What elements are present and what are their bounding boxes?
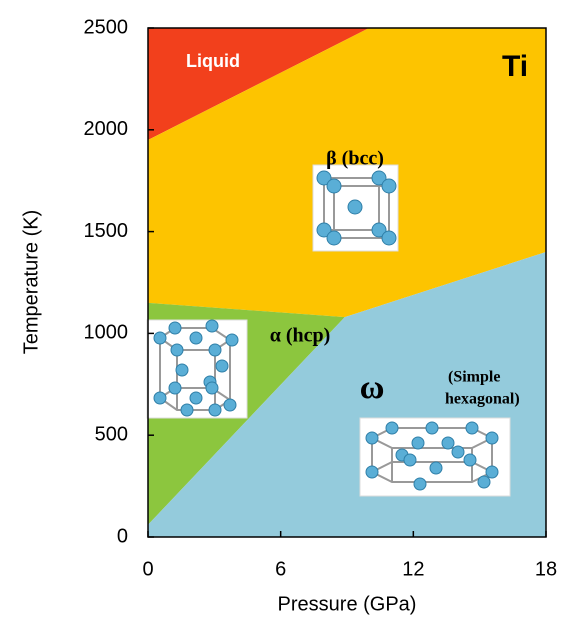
chart: Ti Pressure (GPa) Temperature (K) (Simpl… [0,0,575,621]
y-tick-label: 1500 [84,220,129,242]
phase-label: ω [360,369,385,406]
phase-label: Liquid [186,51,240,71]
chart-title: Ti [502,50,528,83]
y-tick-label: 500 [95,423,128,445]
x-tick-label: 18 [535,558,557,580]
phase-label: α (hcp) [270,325,331,347]
x-axis-title: Pressure (GPa) [278,593,417,615]
y-tick-label: 0 [117,525,128,547]
hcp-icon [147,320,247,418]
x-tick-label: 12 [402,558,424,580]
annotation: hexagonal) [445,391,520,408]
hex-icon [360,418,510,496]
y-tick-label: 1000 [84,322,129,344]
y-tick-label: 2500 [84,16,129,38]
y-axis-title: Temperature (K) [20,210,42,355]
bcc-icon [313,165,398,251]
page: {"chart_data": { "type": "phase", "title… [0,0,575,621]
phase-label: β (bcc) [326,148,384,170]
y-tick-label: 2000 [84,118,129,140]
x-tick-label: 6 [275,558,286,580]
annotation: (Simple [448,369,500,386]
x-tick-label: 0 [142,558,153,580]
